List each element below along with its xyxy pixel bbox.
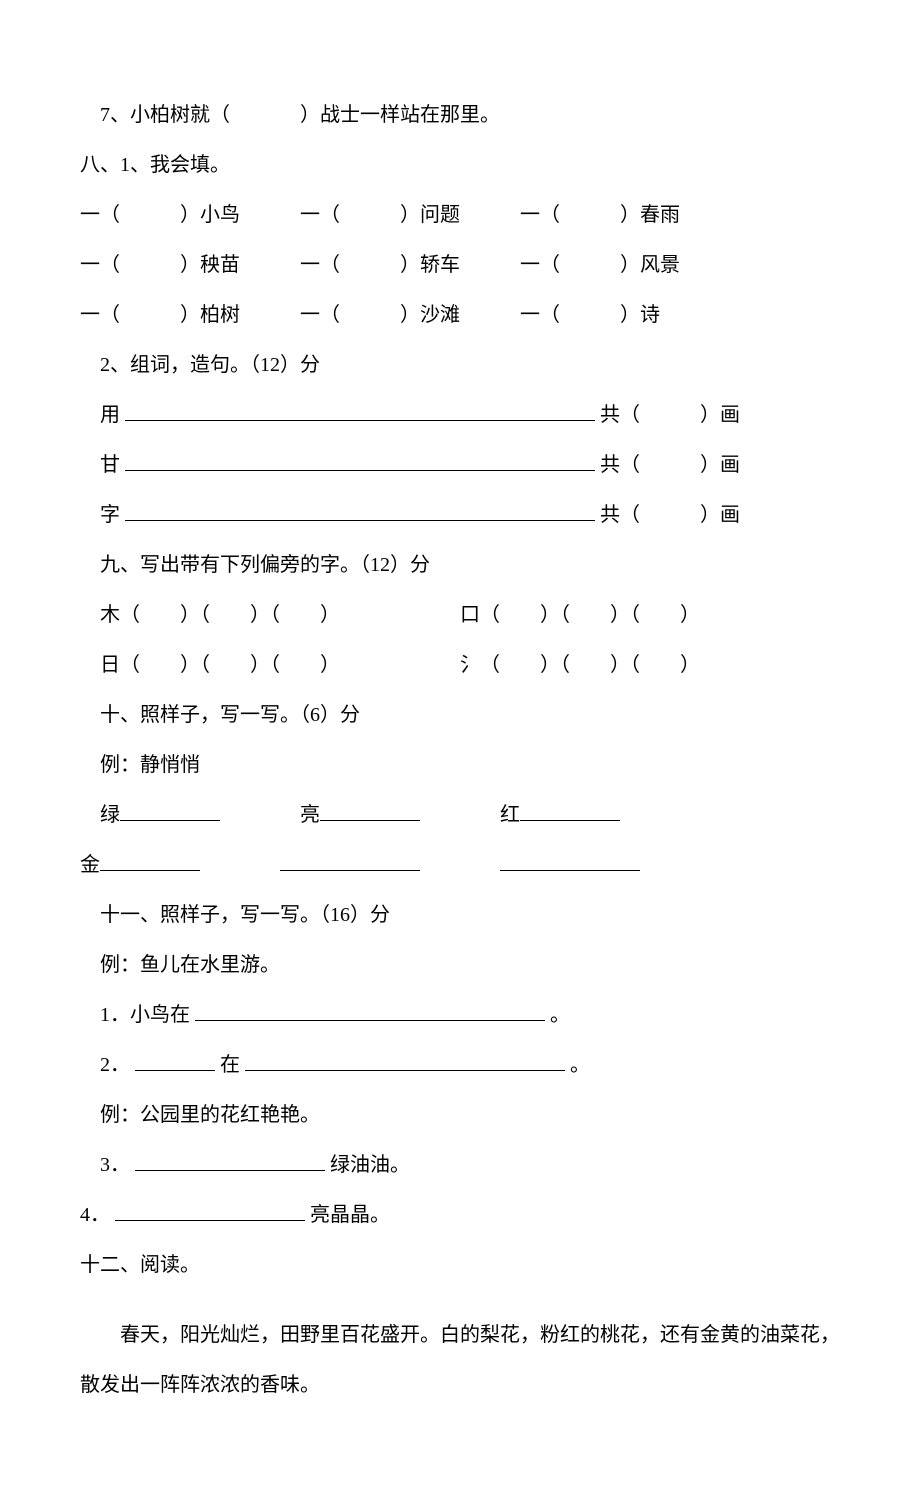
q12-paragraph: 春天，阳光灿烂，田野里百花盛开。白的梨花，粉红的桃花，还有金黄的油菜花，散发出一… (80, 1290, 840, 1410)
q8-sub2-blank-1 (125, 401, 595, 421)
q8-row-1: 一（）小鸟 一（）问题 一（）春雨 (80, 190, 840, 240)
question-10-title: 十、照样子，写一写。（6）分 (80, 690, 840, 740)
q11-example-2: 例：公园里的花红艳艳。 (80, 1090, 840, 1140)
q8-sub2-blank-2 (125, 451, 595, 471)
q7-before: 7、小柏树就（ (100, 104, 230, 126)
q11-example-1: 例：鱼儿在水里游。 (80, 940, 840, 990)
q8-sub2-title: 2、组词，造句。（12）分 (80, 340, 840, 390)
q9-row-2: 日（）（）（） 氵（）（）（） (80, 640, 840, 690)
question-8-title: 八、1、我会填。 (80, 140, 840, 190)
question-7: 7、小柏树就（ ）战士一样站在那里。 (80, 90, 840, 140)
q11-item-4: 4． 亮晶晶。 (80, 1190, 840, 1240)
q10-row-1: 绿 亮 红 (80, 790, 840, 840)
q8-sub2-blank-3 (125, 501, 595, 521)
q8-row-2: 一（）秧苗 一（）轿车 一（）风景 (80, 240, 840, 290)
q10-example: 例：静悄悄 (80, 740, 840, 790)
question-11-title: 十一、照样子，写一写。（16）分 (80, 890, 840, 940)
q8-row-3: 一（）柏树 一（）沙滩 一（）诗 (80, 290, 840, 340)
q7-after: ）战士一样站在那里。 (300, 104, 500, 126)
q11-item-2: 2． 在 。 (80, 1040, 840, 1090)
q8-sub2-item-3: 字 共（）画 (80, 490, 840, 540)
q9-row-1: 木（）（）（） 口（）（）（） (80, 590, 840, 640)
question-9-title: 九、写出带有下列偏旁的字。（12）分 (80, 540, 840, 590)
q8-sub2-item-1: 用 共（）画 (80, 390, 840, 440)
q10-row-2: 金 (80, 840, 840, 890)
q11-item-1: 1．小鸟在 。 (80, 990, 840, 1040)
question-12-title: 十二、阅读。 (80, 1240, 840, 1290)
q8-title-text: 八、1、我会填。 (80, 154, 230, 176)
q11-item-3: 3． 绿油油。 (80, 1140, 840, 1190)
q8-sub2-item-2: 甘 共（）画 (80, 440, 840, 490)
